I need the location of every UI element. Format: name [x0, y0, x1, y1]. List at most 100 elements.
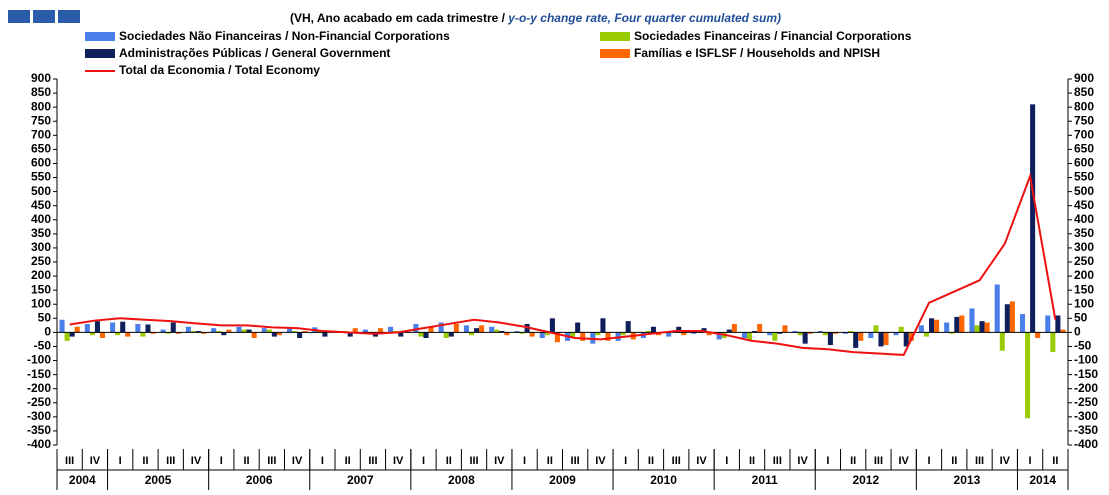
bar [934, 319, 940, 333]
logo-block [33, 10, 55, 23]
bar [519, 332, 525, 334]
bar [489, 326, 495, 333]
bar [954, 316, 960, 333]
title-en: y-o-y change rate, Four quarter cumulate… [507, 11, 781, 25]
bar [959, 315, 965, 333]
bar [170, 322, 176, 333]
y2-tick-label: 600 [1074, 156, 1094, 170]
bar [494, 329, 500, 333]
y-tick-label: 350 [31, 226, 51, 240]
y2-tick-label: 500 [1074, 184, 1094, 198]
y2-tick-label: 650 [1074, 142, 1094, 156]
bar [575, 322, 581, 333]
y-tick-label: 400 [31, 212, 51, 226]
y-tick-label: 50 [38, 310, 52, 324]
bar [1019, 314, 1026, 333]
bar [984, 322, 990, 333]
x-tick-label: II [749, 455, 755, 467]
x-tick-label: IV [797, 455, 808, 467]
bar [580, 332, 586, 341]
x-tick-label: I [624, 455, 627, 467]
legend-swatch [85, 49, 115, 58]
bar [928, 318, 935, 333]
bar [873, 325, 879, 333]
bar [201, 332, 207, 334]
bar [777, 332, 783, 334]
bar [908, 332, 914, 341]
y2-tick-label: 800 [1074, 99, 1094, 113]
x-group-label: 2012 [852, 473, 879, 487]
x-group-label: 2008 [448, 473, 475, 487]
x-tick-label: IV [595, 455, 606, 467]
legend-label: Famílias e ISFLSF / Households and NPISH [634, 46, 880, 60]
bar [347, 332, 353, 337]
y-tick-label: 150 [31, 282, 51, 296]
bar [676, 326, 682, 333]
bar [731, 323, 737, 333]
bar [999, 332, 1005, 351]
y-tick-label: 200 [31, 268, 51, 282]
bar [918, 325, 924, 333]
y2-tick-label: -100 [1074, 353, 1098, 367]
bar [145, 324, 151, 333]
y2-tick-label: 350 [1074, 226, 1094, 240]
y-tick-label: 850 [31, 85, 51, 99]
x-tick-label: III [267, 455, 276, 467]
bar [84, 323, 90, 333]
x-tick-label: III [166, 455, 175, 467]
bar [185, 326, 191, 333]
x-tick-label: III [65, 455, 74, 467]
bar [362, 329, 368, 333]
bar [802, 332, 808, 344]
y2-tick-label: 50 [1074, 310, 1088, 324]
bar [64, 332, 70, 341]
bar [843, 332, 849, 334]
bar [196, 330, 202, 333]
bar [463, 325, 469, 333]
bar [276, 332, 282, 336]
x-tick-label: II [547, 455, 553, 467]
bar [701, 328, 707, 333]
bar [666, 332, 672, 337]
bar [949, 332, 955, 334]
bar [994, 284, 1000, 333]
y-tick-label: -100 [27, 353, 51, 367]
bar [110, 322, 116, 333]
x-tick-label: II [951, 455, 957, 467]
bar [297, 332, 303, 339]
x-tick-label: II [244, 455, 250, 467]
bar [94, 321, 100, 333]
y-tick-label: 800 [31, 99, 51, 113]
y-tick-label: -50 [34, 339, 52, 353]
legend-label: Sociedades Não Financeiras / Non-Financi… [119, 29, 450, 43]
x-tick-label: IV [292, 455, 303, 467]
x-group-label: 2005 [145, 473, 172, 487]
x-tick-label: III [773, 455, 782, 467]
x-tick-label: I [422, 455, 425, 467]
bar [423, 332, 429, 339]
bar [858, 332, 864, 341]
bar [211, 328, 217, 333]
x-tick-label: II [850, 455, 856, 467]
legend-swatch [85, 32, 115, 41]
bar [1009, 301, 1015, 333]
bar [752, 330, 758, 333]
bar [438, 322, 444, 333]
x-group-label: 2014 [1029, 473, 1056, 487]
y-tick-label: 450 [31, 198, 51, 212]
bar [650, 326, 657, 333]
y-tick-label: 650 [31, 142, 51, 156]
bar [903, 332, 909, 347]
x-group-label: 2013 [954, 473, 981, 487]
y2-tick-label: 0 [1074, 325, 1081, 339]
x-group-label: 2004 [69, 473, 96, 487]
bar [853, 332, 859, 348]
title-pt: (VH, Ano acabado em cada trimestre / [290, 11, 508, 25]
y-tick-label: 500 [31, 184, 51, 198]
x-tick-label: I [523, 455, 526, 467]
y2-tick-label: 900 [1074, 71, 1094, 85]
bar [120, 321, 126, 333]
bar [448, 332, 454, 337]
bar [1045, 315, 1051, 333]
